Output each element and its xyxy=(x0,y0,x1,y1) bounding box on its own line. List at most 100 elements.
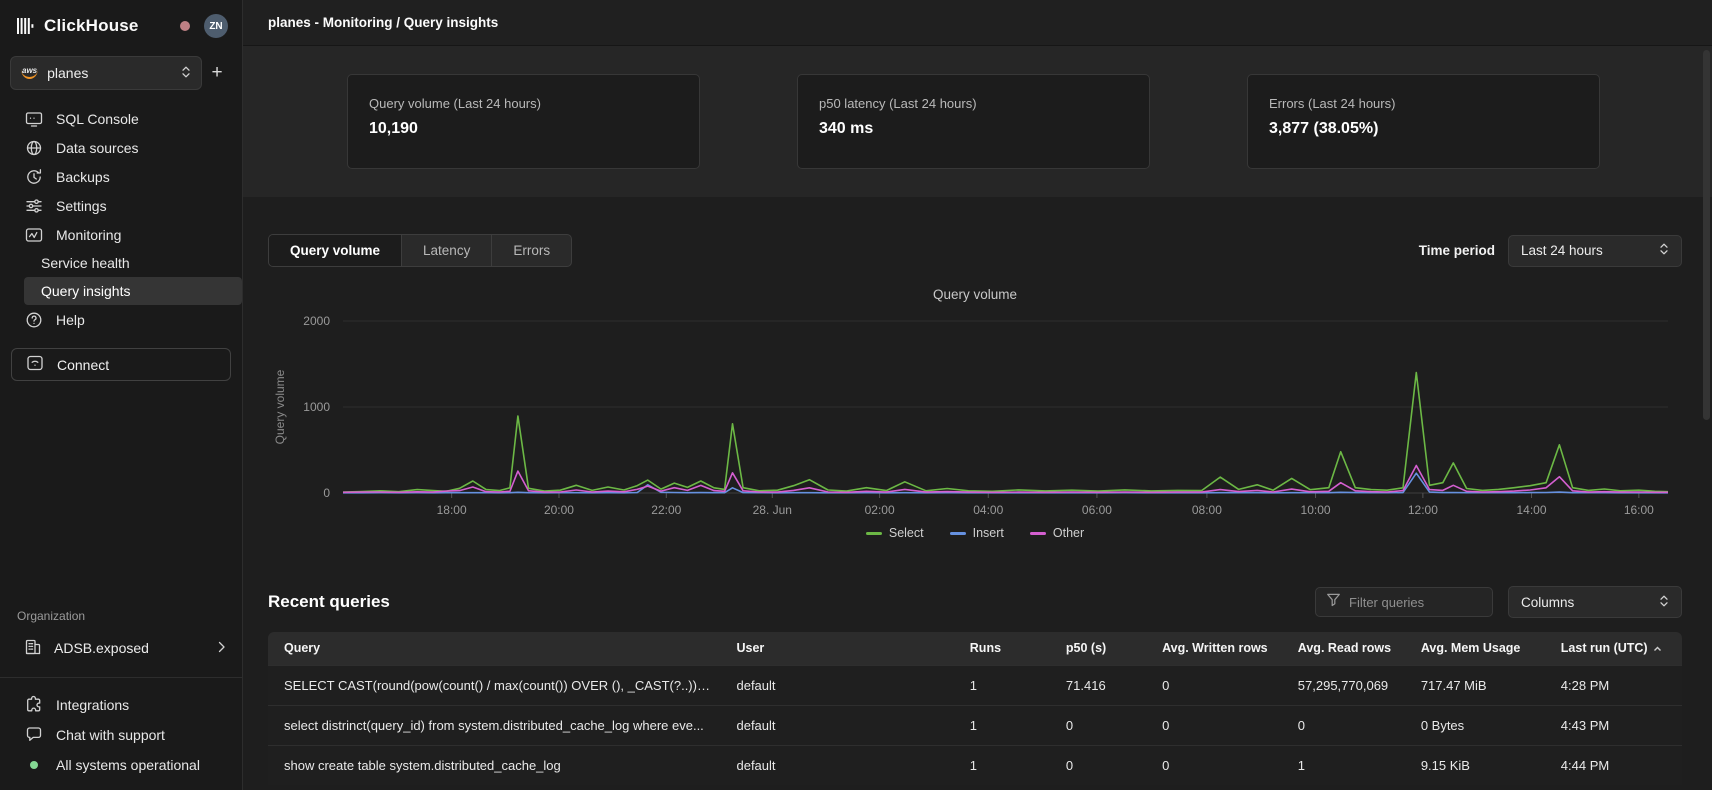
columns-select[interactable]: Columns xyxy=(1508,586,1682,618)
connect-button[interactable]: Connect xyxy=(11,348,231,381)
table-row[interactable]: SELECT CAST(round(pow(count() / max(coun… xyxy=(268,664,1682,705)
svg-text:Query volume: Query volume xyxy=(273,369,287,444)
table-cell: 1 xyxy=(1281,744,1405,785)
status-operational-dot xyxy=(30,761,38,769)
table-cell: 9.15 KiB xyxy=(1404,744,1545,785)
sidebar-item-query-insights[interactable]: Query insights xyxy=(24,277,242,305)
table-cell: 717.47 MiB xyxy=(1404,664,1545,705)
column-header[interactable]: User xyxy=(720,632,954,665)
content-area: Query volume Latency Errors Time period … xyxy=(243,197,1712,790)
sidebar-item-settings[interactable]: Settings xyxy=(0,191,242,220)
column-header[interactable]: Avg. Mem Usage xyxy=(1404,632,1545,665)
recent-queries-header-row: Recent queries Columns xyxy=(268,586,1682,618)
table-row[interactable]: select distrinct(query_id) from system.d… xyxy=(268,704,1682,745)
table-cell: 4:28 PM xyxy=(1544,664,1682,705)
filter-queries-input[interactable] xyxy=(1349,594,1525,610)
sidebar-nav: SQL Console Data sources Backups Setting… xyxy=(0,104,242,334)
svg-text:06:00: 06:00 xyxy=(1082,503,1112,517)
sidebar-item-label: Backups xyxy=(56,168,110,185)
stat-card-query-volume: Query volume (Last 24 hours) 10,190 xyxy=(347,74,700,169)
table-cell: 1 xyxy=(953,744,1050,785)
table-cell: 0 xyxy=(1049,744,1147,785)
columns-label: Columns xyxy=(1521,594,1575,610)
connect-label: Connect xyxy=(57,356,110,373)
legend-item-other[interactable]: Other xyxy=(1029,526,1084,540)
sidebar-item-data-sources[interactable]: Data sources xyxy=(0,133,242,162)
recent-queries-table: Query User Runs p50 (s) Avg. Written rows Avg… xyxy=(268,632,1682,785)
tab-latency[interactable]: Latency xyxy=(402,235,493,266)
table-cell: 0 xyxy=(1146,704,1282,745)
table-row[interactable]: show create table system.distributed_cac… xyxy=(268,744,1682,785)
sidebar-item-monitoring[interactable]: Monitoring xyxy=(0,220,242,249)
sidebar-item-backups[interactable]: Backups xyxy=(0,162,242,191)
console-icon xyxy=(25,110,43,128)
service-name: planes xyxy=(47,65,89,81)
stat-card-label: p50 latency (Last 24 hours) xyxy=(819,96,977,111)
chevron-right-icon xyxy=(217,640,226,656)
tab-query-volume[interactable]: Query volume xyxy=(269,235,403,266)
column-header[interactable]: Runs xyxy=(953,632,1050,665)
chevron-updown-icon xyxy=(181,65,191,82)
scrollbar[interactable] xyxy=(1703,50,1710,420)
sidebar-item-sql-console[interactable]: SQL Console xyxy=(0,104,242,133)
integrations-puzzle-icon xyxy=(25,695,43,716)
table-cell: 57,295,770,069 xyxy=(1281,664,1405,705)
stat-card-value: 3,877 (38.05%) xyxy=(1269,120,1379,137)
breadcrumb: planes - Monitoring / Query insights xyxy=(268,15,499,30)
legend-dash-other xyxy=(1029,531,1046,535)
add-service-button[interactable]: + xyxy=(202,58,232,88)
column-header[interactable]: Avg. Written rows xyxy=(1146,632,1282,665)
column-header[interactable]: Last run (UTC) xyxy=(1544,632,1682,665)
sidebar-footer: Organization ADSB.exposed Integrations xyxy=(0,609,242,790)
system-status-label: All systems operational xyxy=(56,757,200,773)
recent-queries-controls: Columns xyxy=(1315,586,1682,618)
chevron-updown-icon xyxy=(1659,242,1669,259)
table-cell: default xyxy=(720,744,954,785)
sidebar-item-label: Service health xyxy=(41,255,130,271)
table-cell: default xyxy=(720,664,954,705)
help-icon xyxy=(25,311,43,329)
chart-tab-group: Query volume Latency Errors xyxy=(268,234,573,267)
table-cell: 0 xyxy=(1146,664,1282,705)
sidebar-item-service-health[interactable]: Service health xyxy=(0,249,242,277)
service-selector[interactable]: aws planes xyxy=(10,56,202,90)
svg-text:1000: 1000 xyxy=(303,400,330,414)
filter-funnel-icon xyxy=(1326,592,1341,612)
column-header[interactable]: p50 (s) xyxy=(1049,632,1147,665)
sidebar-item-label: Query insights xyxy=(41,283,131,299)
sidebar-item-label: Help xyxy=(56,311,85,328)
svg-text:10:00: 10:00 xyxy=(1301,503,1331,517)
column-header[interactable]: Avg. Read rows xyxy=(1281,632,1405,665)
chart-legend: Select Insert Other xyxy=(268,526,1682,540)
system-status-item[interactable]: All systems operational xyxy=(0,750,242,780)
table-cell: 0 xyxy=(1281,704,1405,745)
legend-item-insert[interactable]: Insert xyxy=(949,526,1004,540)
legend-item-select[interactable]: Select xyxy=(865,526,924,540)
tab-errors[interactable]: Errors xyxy=(513,243,551,258)
column-header[interactable]: Query xyxy=(268,632,721,665)
sidebar-header: ClickHouse ZN xyxy=(0,0,242,48)
sidebar-divider xyxy=(0,677,242,678)
organization-item[interactable]: ADSB.exposed xyxy=(0,633,242,663)
svg-text:22:00: 22:00 xyxy=(651,503,681,517)
aws-icon: aws xyxy=(21,67,39,79)
sidebar-item-help[interactable]: Help xyxy=(0,305,242,334)
sidebar: ClickHouse ZN aws planes + SQL Console xyxy=(0,0,243,790)
svg-text:12:00: 12:00 xyxy=(1408,503,1438,517)
footer-item-label: Chat with support xyxy=(56,727,165,743)
stat-card-value: 340 ms xyxy=(819,120,874,137)
svg-text:14:00: 14:00 xyxy=(1517,503,1547,517)
user-avatar[interactable]: ZN xyxy=(204,14,228,38)
time-period-select[interactable]: Last 24 hours xyxy=(1508,234,1682,267)
recent-queries-title: Recent queries xyxy=(268,592,390,611)
svg-text:16:00: 16:00 xyxy=(1624,503,1654,517)
brand-name: ClickHouse xyxy=(44,16,139,35)
sidebar-item-label: Data sources xyxy=(56,139,139,156)
sidebar-item-chat-support[interactable]: Chat with support xyxy=(0,720,242,750)
table-cell: 71.416 xyxy=(1049,664,1147,705)
sidebar-item-integrations[interactable]: Integrations xyxy=(0,690,242,720)
stat-cards-band: Query volume (Last 24 hours) 10,190 p50 … xyxy=(243,46,1712,197)
top-bar: planes - Monitoring / Query insights xyxy=(243,0,1712,46)
sidebar-item-label: Monitoring xyxy=(56,226,122,243)
